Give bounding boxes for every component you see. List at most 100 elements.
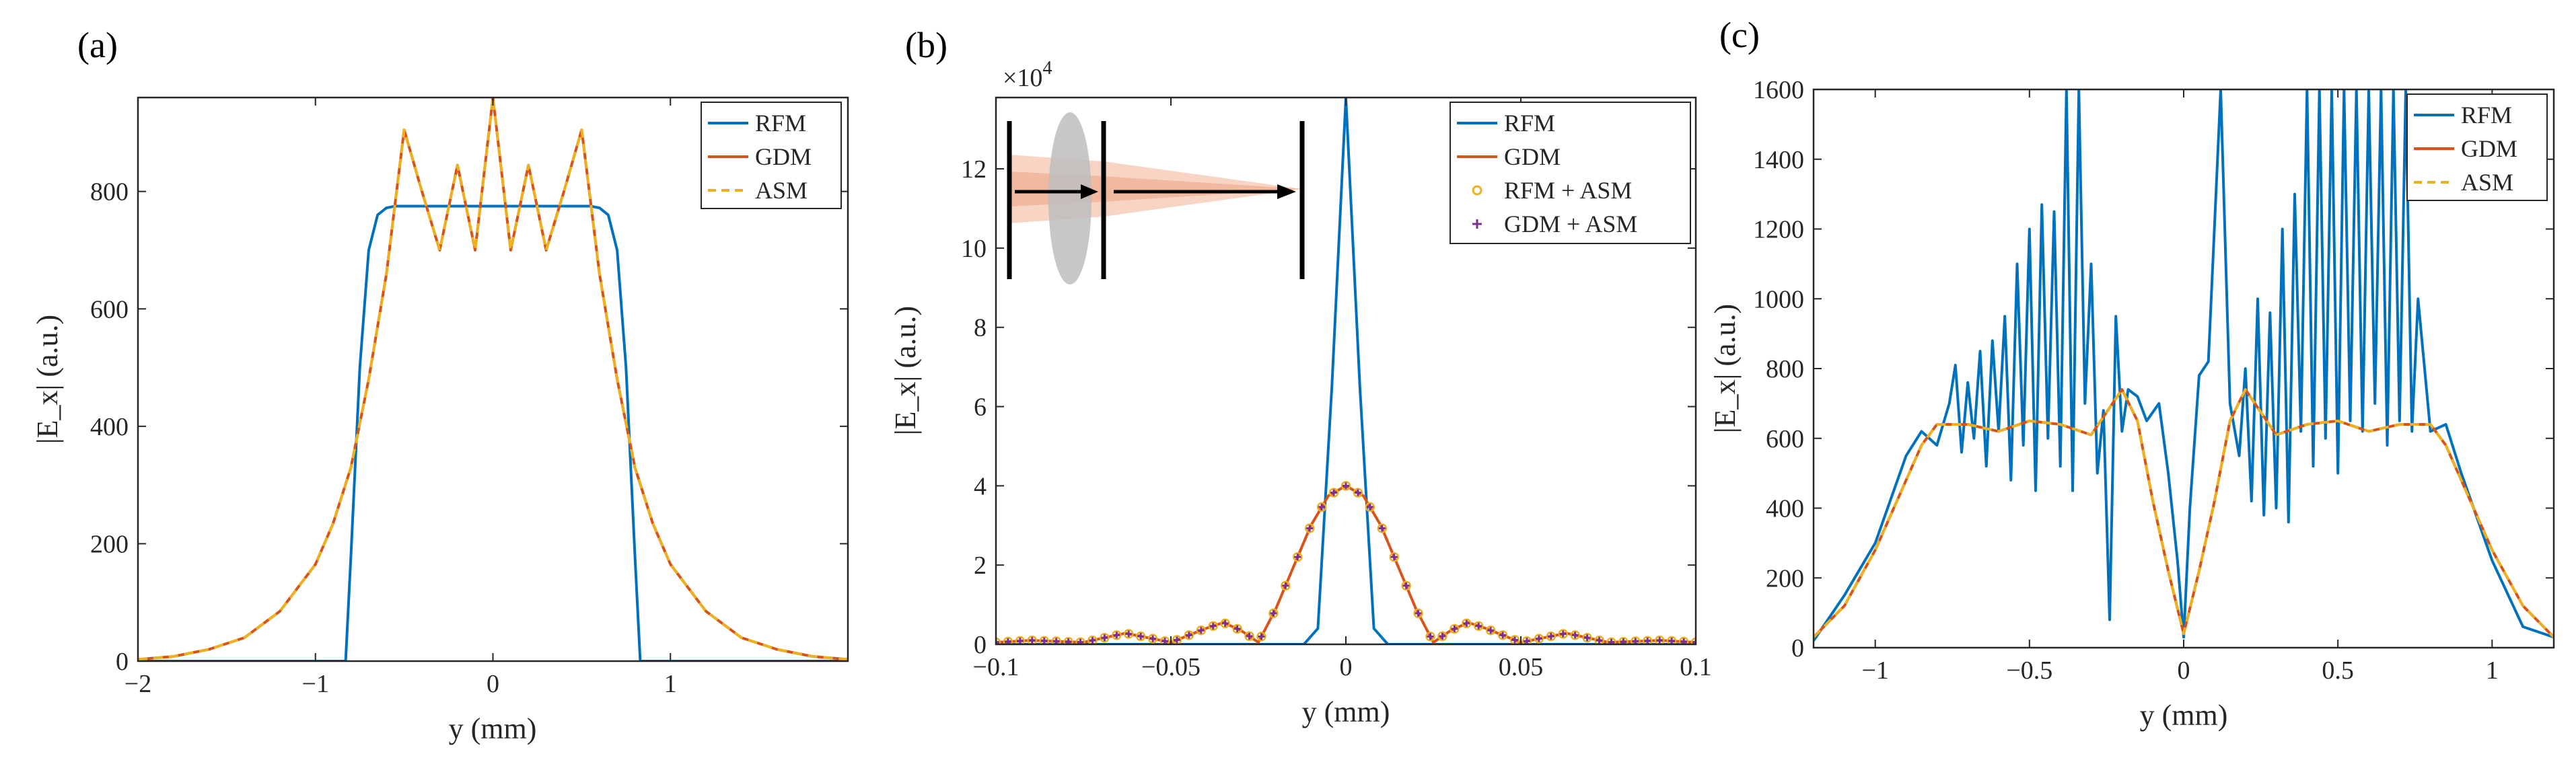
series-marker-gdm-asm (1185, 632, 1192, 639)
series-marker-gdm-asm (1644, 637, 1651, 644)
series-marker-rfm-asm (1413, 608, 1423, 619)
y-tick-label: 6 (974, 393, 987, 422)
series-marker-rfm-asm (1666, 636, 1677, 644)
panel-a-y-axis-label: |E_x| (a.u.) (31, 315, 64, 444)
series-marker-gdm-asm (1378, 525, 1386, 532)
series-marker-gdm-asm (1330, 489, 1338, 496)
series-marker-gdm-asm (1523, 638, 1530, 644)
series-marker-gdm-asm (1366, 503, 1373, 510)
legend-label-gdm: GDM (2461, 135, 2517, 162)
series-marker-rfm-asm (1643, 636, 1653, 644)
y-scale-exponent: 4 (1042, 58, 1052, 79)
series-marker-rfm-asm (1631, 636, 1641, 644)
legend-label-rfm: RFM (2461, 102, 2512, 128)
series-marker-rfm-asm (1075, 637, 1085, 644)
y-tick-label: 1000 (1753, 285, 1804, 313)
y-tick-label: 8 (974, 314, 987, 342)
y-tick-label: 1400 (1753, 146, 1804, 174)
legend-label-gdm: GDM (755, 143, 812, 170)
series-line-rfm (996, 98, 1696, 644)
series-line-asm (1814, 388, 2554, 638)
y-tick-label: 200 (90, 530, 129, 558)
series-marker-gdm-asm (1233, 625, 1241, 632)
series-marker-gdm-asm (1415, 609, 1422, 617)
panel-b-legend: RFM GDM RFM + ASM GDM + ASM (1450, 102, 1691, 244)
legend-swatch-rfm-asm (1472, 185, 1482, 196)
panel-a-x-ticks: −2 −1 0 1 (124, 98, 677, 698)
series-marker-gdm-asm (1354, 489, 1361, 496)
series-marker-rfm-asm (1522, 636, 1532, 644)
series-marker-gdm-asm (1451, 625, 1458, 632)
series-marker-rfm-asm (1063, 636, 1073, 644)
series-marker-gdm-asm (1221, 619, 1229, 627)
series-marker-rfm-asm (1015, 636, 1026, 644)
panel-b-y-axis-label: |E_x| (a.u.) (889, 306, 922, 435)
x-tick-label: 0 (2178, 656, 2190, 685)
y-tick-label: 1600 (1753, 76, 1804, 104)
series-marker-rfm-asm (1558, 629, 1569, 639)
panel-a-y-ticks: 0 200 400 600 800 (90, 178, 848, 676)
series-line-rfm (138, 204, 848, 661)
series-marker-rfm-asm (1594, 635, 1604, 644)
x-tick-label: 0.1 (1680, 653, 1712, 681)
series-marker-rfm-asm (1340, 481, 1351, 491)
panel-b-x-ticks: −0.1 −0.05 0 0.05 0.1 (973, 98, 1712, 681)
series-marker-gdm-asm (1246, 632, 1253, 640)
series-marker-rfm-asm (1039, 636, 1049, 644)
series-marker-gdm-asm (1535, 635, 1542, 642)
panel-c-y-ticks: 0 200 400 600 800 1000 1200 1400 1600 (1753, 76, 2554, 662)
series-marker-rfm-asm (1135, 631, 1146, 642)
series-marker-rfm-asm (1425, 632, 1435, 642)
series-marker-gdm-asm (1318, 503, 1326, 510)
series-marker-rfm-asm (1232, 623, 1242, 634)
series-marker-gdm-asm (1439, 632, 1446, 640)
propagation-arrowhead-2 (1277, 184, 1296, 199)
y-tick-label: 400 (90, 413, 129, 441)
legend-label-asm: ASM (2461, 169, 2513, 196)
series-marker-gdm-asm (1113, 632, 1120, 639)
series-marker-rfm-asm (1123, 629, 1134, 639)
series-marker-gdm-asm (1499, 632, 1507, 639)
series-marker-rfm-asm (1316, 502, 1327, 512)
series-marker-rfm-asm (1268, 608, 1279, 619)
panel-b-legend-box (1450, 102, 1691, 244)
series-marker-rfm-asm (1208, 621, 1219, 632)
series-marker-rfm-asm (1377, 523, 1388, 533)
x-tick-label: 0 (1340, 653, 1353, 681)
series-line-rfm (1814, 89, 2554, 642)
legend-label-gdm: GDM (1504, 143, 1561, 170)
series-marker-gdm-asm (1547, 633, 1554, 640)
series-line-gdm (138, 98, 848, 661)
series-marker-rfm-asm (1485, 625, 1496, 636)
series-marker-gdm-asm (1511, 636, 1519, 644)
series-marker-gdm-asm (1487, 627, 1495, 634)
y-tick-label: 400 (1766, 495, 1804, 523)
x-tick-label: −0.5 (2006, 656, 2052, 685)
series-marker-rfm-asm (1534, 634, 1544, 644)
series-marker-gdm-asm (1294, 554, 1301, 561)
y-tick-label: 1200 (1753, 216, 1804, 244)
series-marker-rfm-asm (1147, 634, 1158, 644)
series-marker-rfm-asm (1462, 618, 1472, 629)
series-marker-gdm-asm (1668, 638, 1676, 644)
series-marker-rfm-asm (996, 637, 1001, 644)
panel-c-label: (c) (1719, 15, 1760, 55)
panel-b-y-scale: ×104 (1003, 58, 1052, 92)
series-marker-gdm-asm (1028, 637, 1036, 644)
series-marker-gdm-asm (1596, 637, 1603, 644)
series-marker-rfm-asm (1690, 637, 1696, 644)
series-marker-gdm-asm (1137, 633, 1145, 640)
panel-a-legend: RFM GDM ASM (701, 102, 842, 209)
series-marker-rfm-asm (1281, 580, 1291, 591)
series-marker-rfm-asm (1100, 632, 1110, 643)
series-marker-gdm-asm (1427, 633, 1434, 640)
series-marker-rfm-asm (1473, 621, 1484, 632)
panel-c-legend: RFM GDM ASM (2406, 93, 2548, 201)
series-marker-rfm-asm (1304, 523, 1315, 533)
series-marker-rfm-asm (1389, 552, 1399, 562)
x-tick-label: −2 (124, 670, 151, 698)
propagation-arrowhead-1 (1081, 184, 1098, 199)
lens-ellipse (1048, 112, 1092, 284)
series-marker-rfm-asm (1003, 636, 1013, 644)
